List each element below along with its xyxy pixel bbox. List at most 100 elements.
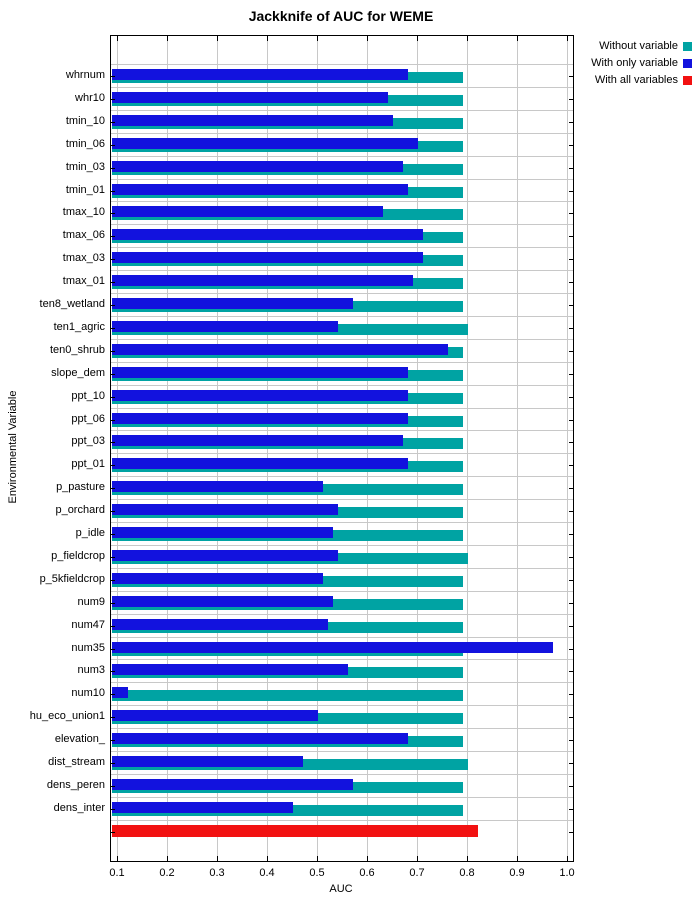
gridline-horizontal — [111, 110, 573, 111]
tick-mark — [569, 649, 573, 650]
tick-mark — [569, 809, 573, 810]
y-tick-label: ppt_03 — [71, 435, 105, 447]
y-tick-label: ten8_wetland — [39, 298, 105, 310]
y-tick-label: p_pasture — [56, 481, 105, 493]
tick-mark — [569, 374, 573, 375]
x-tick-label: 0.5 — [309, 867, 325, 879]
tick-mark — [569, 694, 573, 695]
tick-mark — [111, 488, 115, 489]
tick-mark — [569, 671, 573, 672]
x-axis-label: AUC — [329, 883, 353, 895]
tick-mark — [111, 465, 115, 466]
tick-mark — [417, 36, 418, 41]
bar-with-only-variable — [112, 504, 338, 515]
gridline-horizontal — [111, 614, 573, 615]
y-tick-label: tmin_10 — [65, 115, 105, 127]
y-tick-label: slope_dem — [51, 367, 105, 379]
gridline-horizontal — [111, 499, 573, 500]
bar-with-only-variable — [112, 252, 423, 263]
tick-mark — [111, 832, 115, 833]
y-tick-label: tmax_10 — [62, 206, 105, 218]
tick-mark — [111, 99, 115, 100]
y-tick-label: ppt_01 — [71, 458, 105, 470]
gridline-horizontal — [111, 705, 573, 706]
gridline-horizontal — [111, 408, 573, 409]
y-tick-label: num10 — [71, 687, 105, 699]
bar-with-only-variable — [112, 435, 403, 446]
bar-with-only-variable — [112, 481, 323, 492]
gridline-horizontal — [111, 659, 573, 660]
bar-with-only-variable — [112, 367, 408, 378]
gridline-horizontal — [111, 64, 573, 65]
tick-mark — [111, 809, 115, 810]
legend-entry: With only variable — [572, 55, 692, 71]
gridline-horizontal — [111, 339, 573, 340]
gridline-horizontal — [111, 224, 573, 225]
y-tick-label: whr10 — [75, 92, 105, 104]
chart-title: Jackknife of AUC for WEME — [248, 8, 434, 24]
gridline-horizontal — [111, 820, 573, 821]
gridline-horizontal — [111, 385, 573, 386]
tick-mark — [567, 856, 568, 861]
bar-with-only-variable — [112, 687, 128, 698]
bar-with-only-variable — [112, 733, 408, 744]
tick-mark — [111, 763, 115, 764]
tick-mark — [569, 328, 573, 329]
tick-mark — [367, 36, 368, 41]
y-tick-label: p_fieldcrop — [51, 550, 105, 562]
tick-mark — [167, 36, 168, 41]
tick-mark — [569, 603, 573, 604]
tick-mark — [111, 168, 115, 169]
y-tick-label: dens_inter — [53, 802, 105, 814]
gridline-horizontal — [111, 430, 573, 431]
x-tick-label: 0.9 — [509, 867, 525, 879]
legend: Without variable With only variable With a… — [572, 38, 692, 89]
tick-mark — [569, 832, 573, 833]
tick-mark — [111, 603, 115, 604]
tick-mark — [111, 442, 115, 443]
tick-mark — [167, 856, 168, 861]
y-tick-label: num9 — [77, 596, 105, 608]
gridline-horizontal — [111, 247, 573, 248]
tick-mark — [569, 511, 573, 512]
y-tick-label: hu_eco_union1 — [29, 710, 105, 722]
y-tick-label: ten1_agric — [53, 321, 105, 333]
y-tick-label: num3 — [77, 664, 105, 676]
tick-mark — [569, 442, 573, 443]
tick-mark — [111, 305, 115, 306]
tick-mark — [569, 763, 573, 764]
tick-mark — [569, 580, 573, 581]
bar-with-only-variable — [112, 298, 353, 309]
tick-mark — [111, 76, 115, 77]
bar-with-only-variable — [112, 321, 338, 332]
tick-mark — [111, 259, 115, 260]
gridline-horizontal — [111, 156, 573, 157]
gridline-horizontal — [111, 293, 573, 294]
gridline-horizontal — [111, 133, 573, 134]
tick-mark — [317, 36, 318, 41]
tick-mark — [569, 534, 573, 535]
gridline-horizontal — [111, 591, 573, 592]
legend-swatch — [683, 41, 692, 51]
gridline-horizontal — [111, 362, 573, 363]
tick-mark — [569, 397, 573, 398]
tick-mark — [111, 420, 115, 421]
tick-mark — [111, 694, 115, 695]
x-tick-label: 0.1 — [109, 867, 125, 879]
tick-mark — [111, 626, 115, 627]
gridline-horizontal — [111, 774, 573, 775]
tick-mark — [111, 374, 115, 375]
legend-entry: Without variable — [572, 38, 692, 54]
tick-mark — [569, 145, 573, 146]
tick-mark — [569, 740, 573, 741]
tick-mark — [111, 786, 115, 787]
tick-mark — [569, 305, 573, 306]
tick-mark — [111, 740, 115, 741]
y-tick-label: tmax_03 — [62, 252, 105, 264]
x-tick-label: 0.3 — [209, 867, 225, 879]
x-tick-label: 0.6 — [359, 867, 375, 879]
bar-with-only-variable — [112, 664, 348, 675]
bar-with-only-variable — [112, 802, 293, 813]
tick-mark — [267, 856, 268, 861]
